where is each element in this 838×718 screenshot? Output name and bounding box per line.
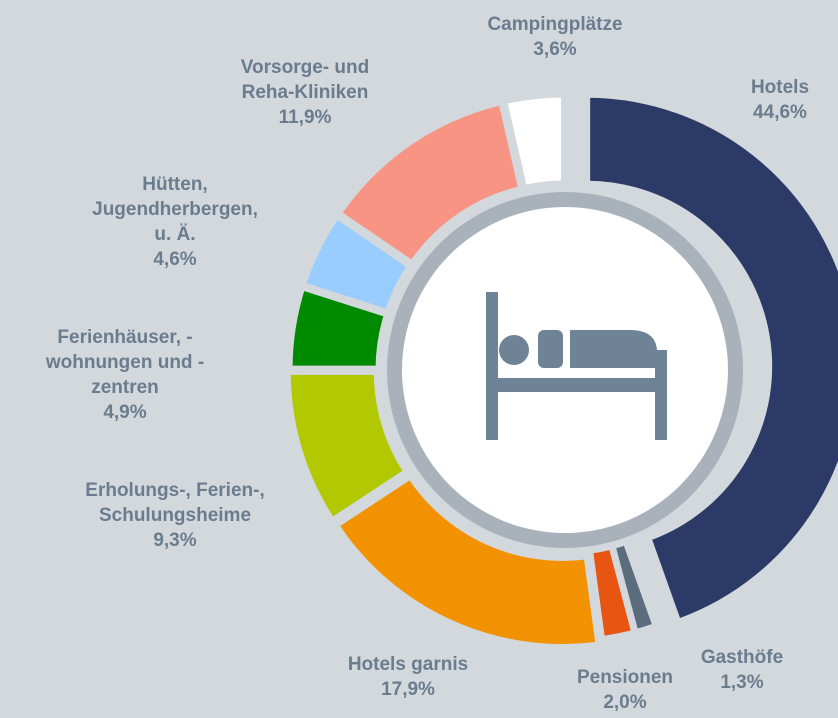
slice-label: Erholungs-, Ferien-, Schulungsheime 9,3% [85,478,264,553]
slice-label: Ferienhäuser, - wohnungen und - zentren 4… [46,325,204,425]
category-label: Erholungs-, Ferien-, Schulungsheime [85,480,265,526]
slice-label: Hotels garnis 17,9% [348,652,468,702]
value-label: 1,3% [720,672,764,693]
category-label: Hotels garnis [347,654,469,675]
bed-icon [486,292,667,440]
category-label: Ferienhäuser, - wohnungen und - zentren [45,327,205,398]
slice-label: Pensionen 2,0% [577,665,673,715]
value-label: 2,0% [603,692,647,713]
value-label: 17,9% [381,679,435,700]
category-label: Vorsorge- und Reha-Kliniken [240,57,370,103]
center-disc [402,207,728,533]
category-label: Hütten, Jugendherbergen, u. Ä. [92,174,258,245]
value-label: 4,9% [103,402,147,423]
slice [330,470,604,651]
value-label: 3,6% [533,39,577,60]
slice [583,90,838,627]
category-label: Campingplätze [487,14,623,35]
slice [499,90,569,193]
slice-label: Hotels 44,6% [751,75,809,125]
slice-label: Vorsorge- und Reha-Kliniken 11,9% [241,55,369,130]
category-label: Hotels [750,77,810,98]
slice [585,541,640,644]
category-label: Pensionen [576,667,674,688]
category-label: Gasthöfe [700,647,784,668]
value-label: 9,3% [153,530,197,551]
value-label: 44,6% [753,102,807,123]
value-label: 4,6% [153,249,197,270]
slices [283,90,838,651]
slice-label: Campingplätze 3,6% [487,12,622,62]
value-label: 11,9% [278,107,332,128]
slice-label: Hütten, Jugendherbergen, u. Ä. 4,6% [92,172,258,272]
slice-label: Gasthöfe 1,3% [701,645,783,695]
